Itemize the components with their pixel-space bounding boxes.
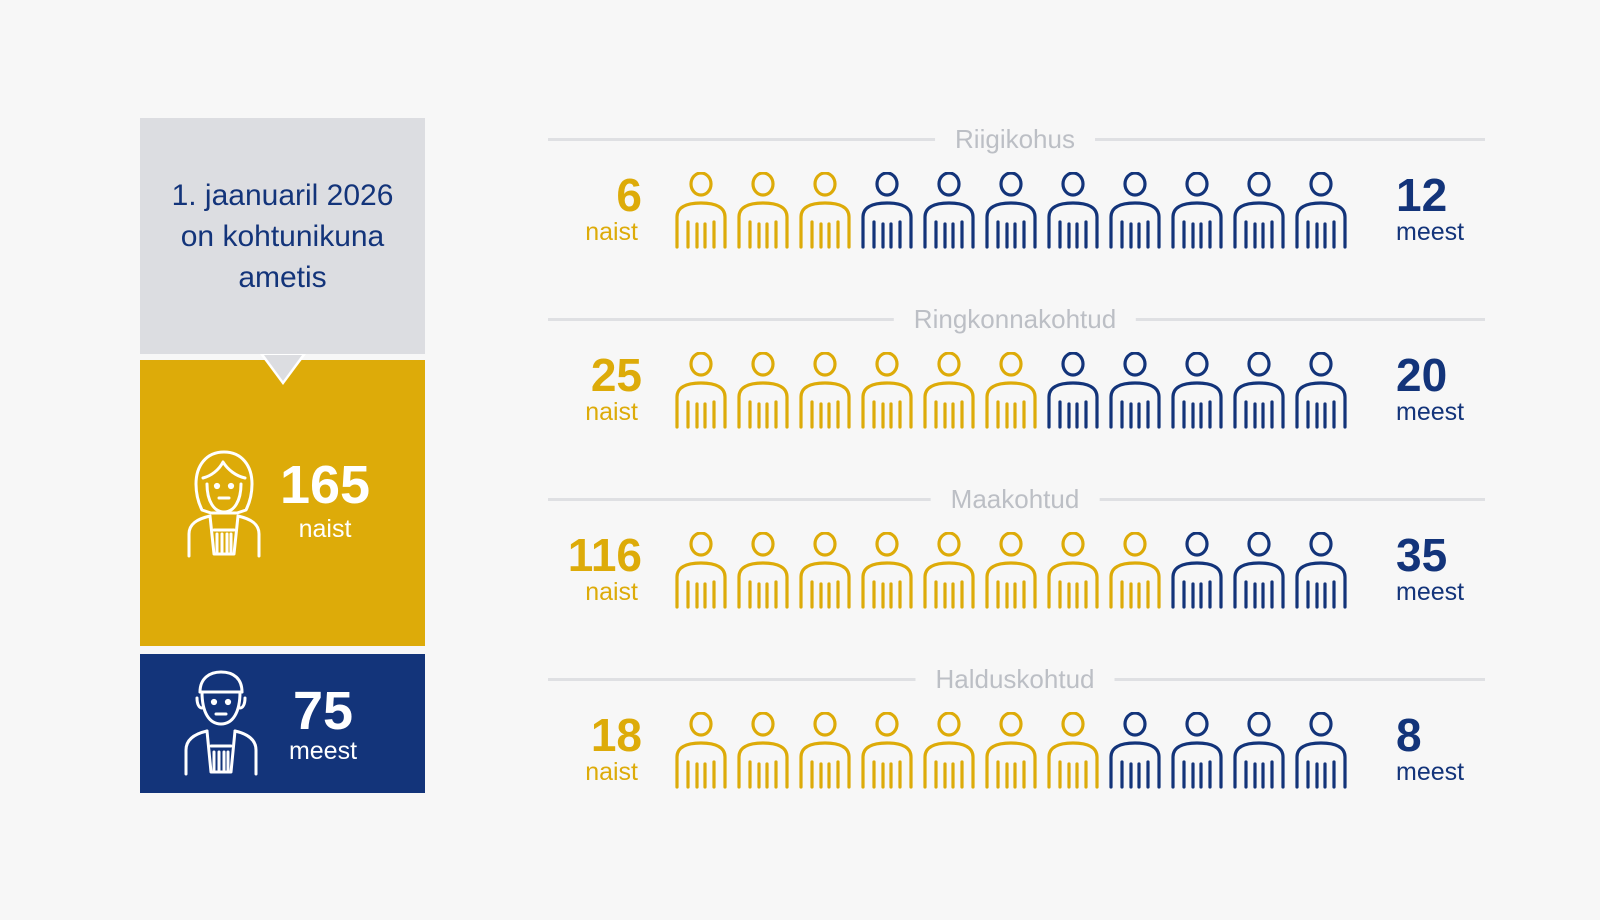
woman-figure-icon: [675, 352, 727, 429]
summary-pointer: [264, 355, 302, 381]
man-figure-icon: [1171, 172, 1223, 249]
man-figure-icon: [1295, 352, 1347, 429]
women-count: 18: [590, 709, 642, 761]
men-label: meest: [1396, 218, 1465, 246]
man-figure-icon: [1047, 172, 1099, 249]
man-figure-icon: [1233, 352, 1285, 429]
man-figure-icon: [1171, 712, 1223, 789]
summary-men-count: 75: [292, 681, 354, 741]
men-label: meest: [1396, 398, 1465, 426]
woman-figure-icon: [737, 712, 789, 789]
man-figure-icon: [1171, 532, 1223, 609]
women-count: 116: [567, 529, 642, 581]
court-row-maakohtud: Maakohtud 116 naist 35 meest: [540, 480, 1485, 630]
men-label: meest: [1396, 758, 1465, 786]
woman-figure-icon: [923, 532, 975, 609]
men-label: meest: [1396, 578, 1465, 606]
female-judge-icon: [187, 450, 261, 558]
summary-women-count: 165: [279, 455, 371, 515]
woman-figure-icon: [799, 532, 851, 609]
man-figure-icon: [1047, 352, 1099, 429]
man-figure-icon: [1295, 532, 1347, 609]
court-title: Ringkonnakohtud: [893, 300, 1137, 338]
women-count: 6: [616, 169, 642, 221]
woman-figure-icon: [861, 352, 913, 429]
men-count: 12: [1396, 169, 1448, 221]
male-judge-icon: [184, 670, 258, 776]
man-figure-icon: [1233, 172, 1285, 249]
court-row-riigikohus: Riigikohus 6 naist 12 meest: [540, 120, 1485, 270]
woman-figure-icon: [675, 532, 727, 609]
person-figures: [675, 532, 1347, 609]
man-figure-icon: [1233, 532, 1285, 609]
women-label: naist: [585, 758, 638, 786]
woman-figure-icon: [799, 712, 851, 789]
person-figures: [675, 172, 1347, 249]
man-figure-icon: [1295, 172, 1347, 249]
court-title: Maakohtud: [930, 480, 1100, 518]
woman-figure-icon: [737, 172, 789, 249]
person-figures: [675, 712, 1347, 789]
court-row-halduskohtud: Halduskohtud 18 naist 8 meest: [540, 660, 1485, 810]
woman-figure-icon: [737, 532, 789, 609]
man-figure-icon: [1109, 712, 1161, 789]
women-count: 25: [590, 349, 642, 401]
woman-figure-icon: [799, 172, 851, 249]
summary-header: 1. jaanuaril 2026 on kohtunikuna ametis: [140, 118, 425, 354]
summary-women-panel: [140, 360, 425, 646]
woman-figure-icon: [799, 352, 851, 429]
woman-figure-icon: [985, 532, 1037, 609]
man-figure-icon: [1109, 352, 1161, 429]
woman-figure-icon: [1047, 532, 1099, 609]
man-figure-icon: [985, 172, 1037, 249]
man-figure-icon: [1233, 712, 1285, 789]
women-label: naist: [585, 218, 638, 246]
court-title: Halduskohtud: [915, 660, 1115, 698]
women-label: naist: [585, 578, 638, 606]
woman-figure-icon: [1047, 712, 1099, 789]
woman-figure-icon: [675, 712, 727, 789]
woman-figure-icon: [985, 712, 1037, 789]
court-title: Riigikohus: [935, 120, 1095, 158]
court-row-ringkonnakohtud: Ringkonnakohtud 25 naist 20 meest: [540, 300, 1485, 450]
man-figure-icon: [1295, 712, 1347, 789]
summary-men-label: meest: [288, 737, 358, 765]
woman-figure-icon: [737, 352, 789, 429]
man-figure-icon: [1171, 352, 1223, 429]
men-count: 20: [1396, 349, 1448, 401]
woman-figure-icon: [923, 352, 975, 429]
woman-figure-icon: [861, 532, 913, 609]
summary-women-label: naist: [298, 515, 352, 543]
woman-figure-icon: [861, 712, 913, 789]
woman-figure-icon: [1109, 532, 1161, 609]
men-count: 35: [1396, 529, 1448, 581]
men-count: 8: [1396, 709, 1422, 761]
woman-figure-icon: [675, 172, 727, 249]
person-figures: [675, 352, 1347, 429]
women-label: naist: [585, 398, 638, 426]
man-figure-icon: [1109, 172, 1161, 249]
man-figure-icon: [923, 172, 975, 249]
woman-figure-icon: [985, 352, 1037, 429]
woman-figure-icon: [923, 712, 975, 789]
man-figure-icon: [861, 172, 913, 249]
